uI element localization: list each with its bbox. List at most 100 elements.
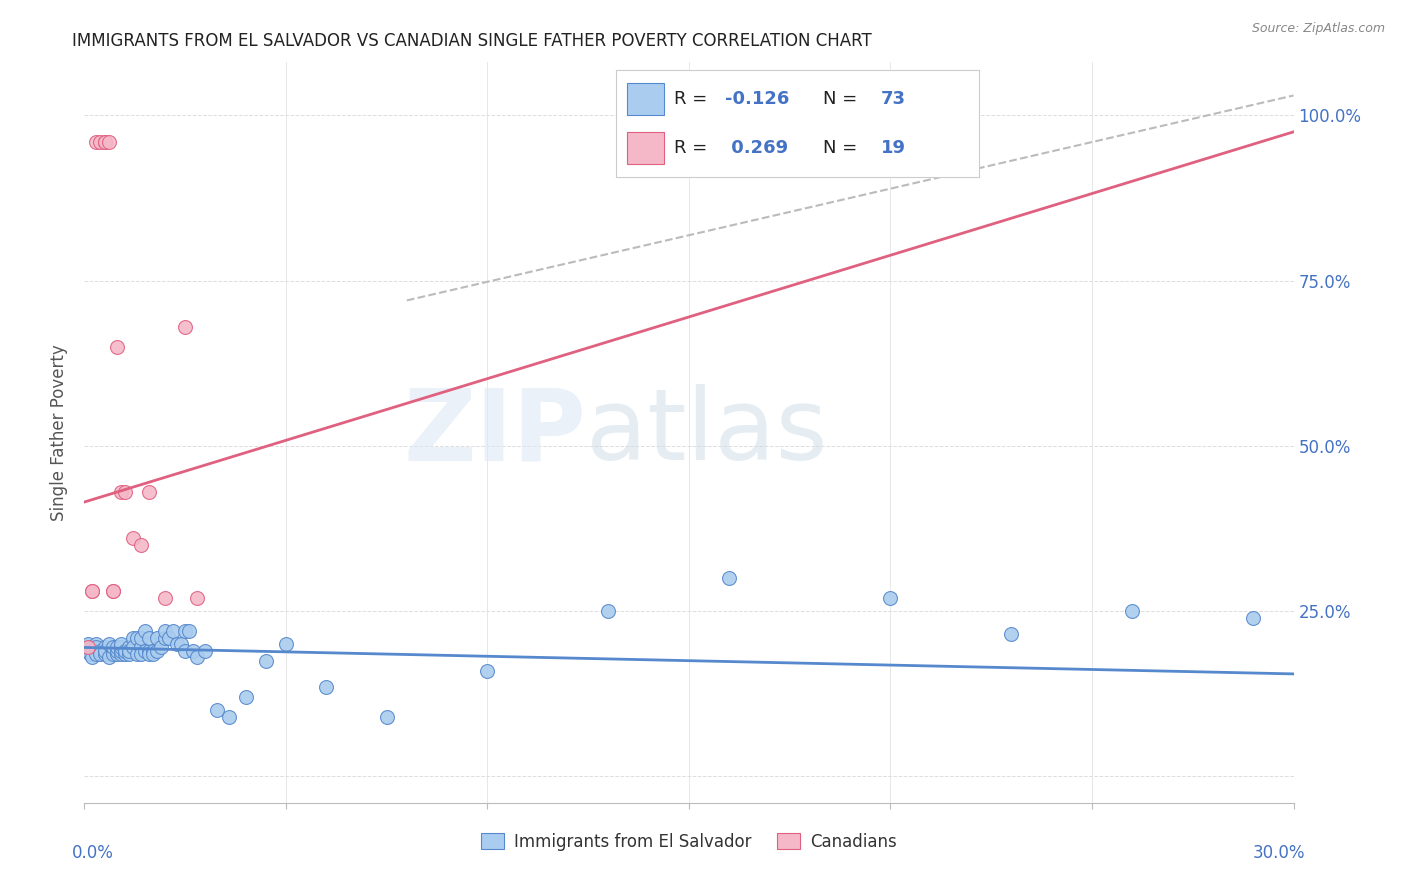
Point [179,624,201,638]
Point [142,647,165,661]
Point [79,647,101,661]
Point [86,637,108,651]
Point [125,631,148,645]
Point [118,644,141,658]
Point [97,650,120,665]
Point [105,640,128,655]
Point [114,647,136,661]
Point [114,644,136,658]
Point [129,631,152,645]
Point [118,647,141,661]
Point [82,640,104,655]
Point [138,644,160,658]
Point [186,591,208,605]
Point [75,640,97,655]
Text: atlas: atlas [586,384,828,481]
Point [93,135,115,149]
Point [89,135,111,149]
Point [194,644,217,658]
Point [235,690,257,704]
Legend: Immigrants from El Salvador, Canadians: Immigrants from El Salvador, Canadians [474,826,904,857]
Point [101,647,124,661]
Point [89,644,111,658]
Point [77,637,100,651]
Point [146,631,169,645]
Point [174,624,197,638]
Point [101,640,124,655]
Point [129,640,152,655]
Text: Source: ZipAtlas.com: Source: ZipAtlas.com [1251,22,1385,36]
Point [97,135,120,149]
Point [477,664,499,678]
Point [97,637,120,651]
Point [110,637,132,651]
Point [134,644,156,658]
Point [274,637,297,651]
Point [162,624,184,638]
Point [86,135,108,149]
Point [101,584,124,599]
Point [110,647,132,661]
Point [89,647,111,661]
Point [110,485,132,500]
Point [110,640,132,655]
Point [153,624,176,638]
Text: IMMIGRANTS FROM EL SALVADOR VS CANADIAN SINGLE FATHER POVERTY CORRELATION CHART: IMMIGRANTS FROM EL SALVADOR VS CANADIAN … [72,32,872,50]
Point [93,135,115,149]
Point [134,624,156,638]
Point [105,340,128,354]
Point [375,710,398,724]
Point [121,640,143,655]
Point [101,644,124,658]
Point [718,571,741,585]
Point [146,644,169,658]
Point [254,654,277,668]
Y-axis label: Single Father Poverty: Single Father Poverty [51,344,69,521]
Point [86,640,108,655]
Point [82,584,104,599]
Point [1121,604,1143,618]
Point [149,640,172,655]
Point [125,647,148,661]
Point [181,644,204,658]
Point [153,631,176,645]
Point [110,644,132,658]
Point [86,647,108,661]
Point [166,637,188,651]
Point [129,538,152,552]
Point [93,640,115,655]
Text: 0.0%: 0.0% [72,844,114,862]
Point [93,644,115,658]
Point [121,532,143,546]
Point [138,647,160,661]
Point [138,485,160,500]
Point [101,584,124,599]
Point [315,680,337,694]
Point [174,319,197,334]
Point [174,644,197,658]
Point [1000,627,1022,641]
Point [129,647,152,661]
Point [105,644,128,658]
Point [114,485,136,500]
Point [186,650,208,665]
Text: 30.0%: 30.0% [1253,844,1306,862]
Point [207,703,229,717]
Point [93,647,115,661]
Point [153,591,176,605]
Point [142,644,165,658]
Point [118,640,141,655]
Point [1241,611,1264,625]
Point [218,710,240,724]
Text: ZIP: ZIP [404,384,586,481]
Point [598,604,620,618]
Point [879,591,901,605]
Point [157,631,180,645]
Point [105,647,128,661]
Point [138,631,160,645]
Point [82,584,104,599]
Point [170,637,193,651]
Point [121,631,143,645]
Point [77,640,100,655]
Point [82,650,104,665]
